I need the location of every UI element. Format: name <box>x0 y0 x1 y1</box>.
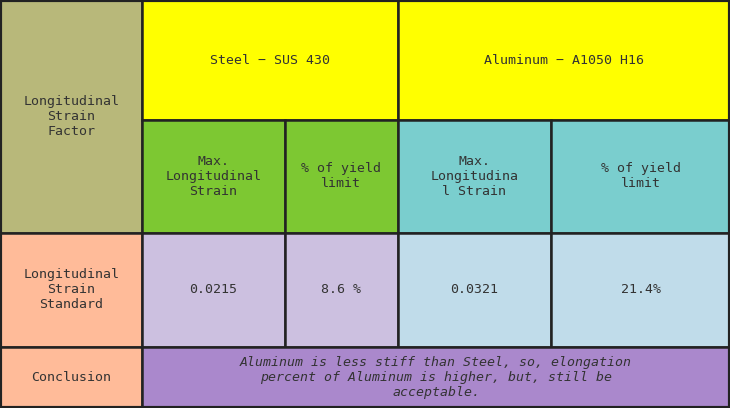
FancyBboxPatch shape <box>0 233 142 347</box>
Text: 21.4%: 21.4% <box>620 283 661 296</box>
FancyBboxPatch shape <box>0 347 142 408</box>
Text: Steel − SUS 430: Steel − SUS 430 <box>210 54 330 67</box>
Text: % of yield
limit: % of yield limit <box>601 162 680 191</box>
Text: Conclusion: Conclusion <box>31 371 111 384</box>
FancyBboxPatch shape <box>398 120 551 233</box>
FancyBboxPatch shape <box>551 233 730 347</box>
Text: Aluminum is less stiff than Steel, so, elongation
percent of Aluminum is higher,: Aluminum is less stiff than Steel, so, e… <box>240 356 632 399</box>
Text: 0.0215: 0.0215 <box>190 283 237 296</box>
FancyBboxPatch shape <box>285 120 398 233</box>
FancyBboxPatch shape <box>0 0 142 233</box>
FancyBboxPatch shape <box>398 0 730 120</box>
Text: 8.6 %: 8.6 % <box>321 283 361 296</box>
Text: Longitudinal
Strain
Factor: Longitudinal Strain Factor <box>23 95 119 138</box>
Text: % of yield
limit: % of yield limit <box>301 162 381 191</box>
Text: Aluminum − A1050 H16: Aluminum − A1050 H16 <box>484 54 644 67</box>
FancyBboxPatch shape <box>142 120 285 233</box>
Text: Max.
Longitudina
l Strain: Max. Longitudina l Strain <box>431 155 518 198</box>
Text: 0.0321: 0.0321 <box>450 283 499 296</box>
FancyBboxPatch shape <box>142 0 398 120</box>
FancyBboxPatch shape <box>398 233 551 347</box>
FancyBboxPatch shape <box>142 233 285 347</box>
Text: Max.
Longitudinal
Strain: Max. Longitudinal Strain <box>166 155 261 198</box>
FancyBboxPatch shape <box>551 120 730 233</box>
FancyBboxPatch shape <box>285 233 398 347</box>
Text: Longitudinal
Strain
Standard: Longitudinal Strain Standard <box>23 268 119 311</box>
FancyBboxPatch shape <box>142 347 730 408</box>
